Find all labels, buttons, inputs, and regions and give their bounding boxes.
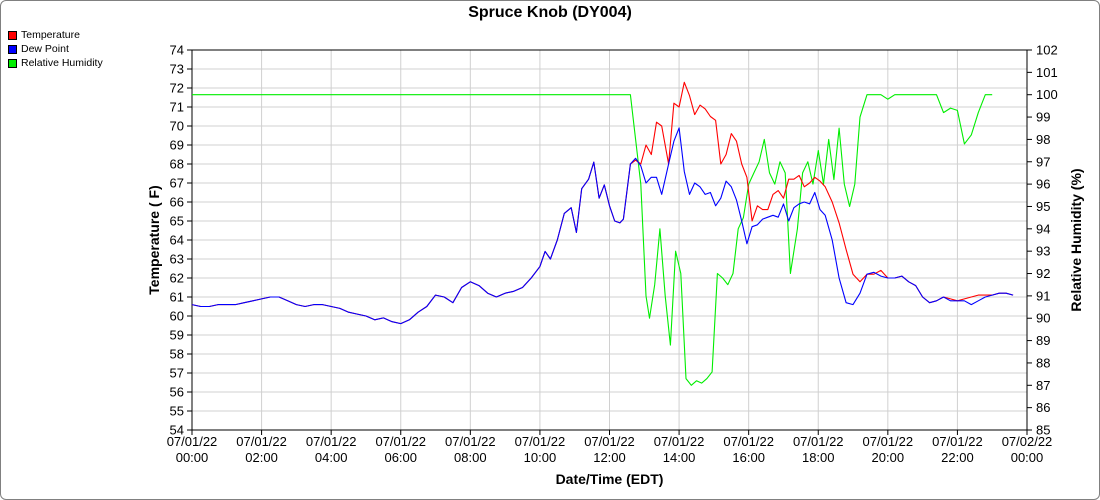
x-tick-label-date: 07/01/22 (167, 434, 218, 449)
y-tick-label: 55 (170, 404, 184, 419)
x-tick-label-time: 08:00 (454, 450, 487, 465)
legend: Temperature Dew Point Relative Humidity (8, 28, 103, 70)
y-tick-label: 62 (170, 271, 184, 286)
legend-item-dew-point: Dew Point (8, 42, 103, 56)
y2-tick-label: 102 (1036, 43, 1058, 58)
x-tick-label-time: 12:00 (593, 450, 626, 465)
legend-label-temperature: Temperature (21, 29, 80, 41)
y-tick-label: 74 (170, 43, 184, 58)
x-tick-label-date: 07/01/22 (863, 434, 914, 449)
y-axis-title: Temperature ( F) (146, 185, 162, 294)
y-tick-label: 64 (170, 233, 184, 248)
y2-tick-label: 99 (1036, 110, 1050, 125)
y2-tick-label: 91 (1036, 288, 1050, 303)
y-tick-label: 71 (170, 100, 184, 115)
y2-tick-label: 101 (1036, 65, 1058, 80)
x-tick-label-time: 00:00 (1011, 450, 1044, 465)
y2-tick-label: 92 (1036, 266, 1050, 281)
y-tick-label: 54 (170, 423, 184, 438)
y2-tick-label: 98 (1036, 132, 1050, 147)
y-tick-label: 59 (170, 328, 184, 343)
legend-item-temperature: Temperature (8, 28, 103, 42)
x-tick-label-date: 07/01/22 (723, 434, 774, 449)
chart-title: Spruce Knob (DY004) (468, 4, 632, 21)
y-tick-label: 57 (170, 366, 184, 381)
x-tick-label-time: 06:00 (384, 450, 417, 465)
series-line-relative-humidity (192, 94, 993, 386)
series-line-temperature (191, 81, 1014, 325)
y2-tick-label: 85 (1036, 423, 1050, 438)
x-tick-label-time: 16:00 (732, 450, 765, 465)
x-tick-label-time: 18:00 (802, 450, 835, 465)
x-tick-label-date: 07/01/22 (515, 434, 566, 449)
y-tick-label: 72 (170, 81, 184, 96)
y2-axis-title: Relative Humidity (%) (1068, 168, 1084, 311)
legend-swatch-relative-humidity (8, 58, 17, 68)
y-tick-label: 68 (170, 157, 184, 172)
legend-item-relative-humidity: Relative Humidity (8, 56, 103, 70)
y2-tick-label: 97 (1036, 154, 1050, 169)
x-tick-label-date: 07/01/22 (932, 434, 983, 449)
x-tick-label-time: 10:00 (524, 450, 557, 465)
x-tick-label-time: 04:00 (315, 450, 348, 465)
x-tick-label-time: 02:00 (245, 450, 278, 465)
y2-tick-label: 93 (1036, 244, 1050, 259)
y-tick-label: 65 (170, 214, 184, 229)
legend-label-dew-point: Dew Point (21, 43, 69, 55)
y2-tick-label: 88 (1036, 355, 1050, 370)
y-tick-label: 58 (170, 347, 184, 362)
x-tick-label-time: 22:00 (941, 450, 974, 465)
y2-tick-label: 90 (1036, 311, 1050, 326)
y2-tick-label: 95 (1036, 199, 1050, 214)
x-tick-label-date: 07/01/22 (793, 434, 844, 449)
y2-tick-label: 87 (1036, 378, 1050, 393)
x-tick-label-time: 20:00 (872, 450, 905, 465)
x-tick-label-date: 07/01/22 (375, 434, 426, 449)
y-tick-label: 56 (170, 385, 184, 400)
y-tick-label: 73 (170, 62, 184, 77)
y2-tick-label: 96 (1036, 177, 1050, 192)
x-axis-title: Date/Time (EDT) (556, 471, 664, 487)
x-tick-label-time: 00:00 (176, 450, 209, 465)
legend-swatch-dew-point (8, 44, 17, 54)
y-tick-label: 66 (170, 195, 184, 210)
x-tick-label-date: 07/01/22 (445, 434, 496, 449)
x-tick-label-date: 07/01/22 (654, 434, 705, 449)
y-tick-label: 61 (170, 290, 184, 305)
y2-tick-label: 86 (1036, 400, 1050, 415)
y-tick-label: 67 (170, 176, 184, 191)
legend-swatch-temperature (8, 30, 17, 40)
x-tick-label-date: 07/01/22 (236, 434, 287, 449)
y2-tick-label: 89 (1036, 333, 1050, 348)
plot-area-border (191, 49, 1028, 431)
series-line-dew-point (191, 127, 1014, 325)
x-tick-label-date: 07/02/22 (1002, 434, 1053, 449)
x-tick-label-time: 14:00 (663, 450, 696, 465)
x-tick-label-date: 07/01/22 (584, 434, 635, 449)
x-tick-label-date: 07/01/22 (306, 434, 357, 449)
y2-tick-label: 100 (1036, 87, 1058, 102)
y-tick-label: 70 (170, 119, 184, 134)
y-tick-label: 60 (170, 309, 184, 324)
y-tick-label: 69 (170, 138, 184, 153)
y-tick-label: 63 (170, 252, 184, 267)
y2-tick-label: 94 (1036, 221, 1050, 236)
legend-label-relative-humidity: Relative Humidity (21, 57, 103, 69)
